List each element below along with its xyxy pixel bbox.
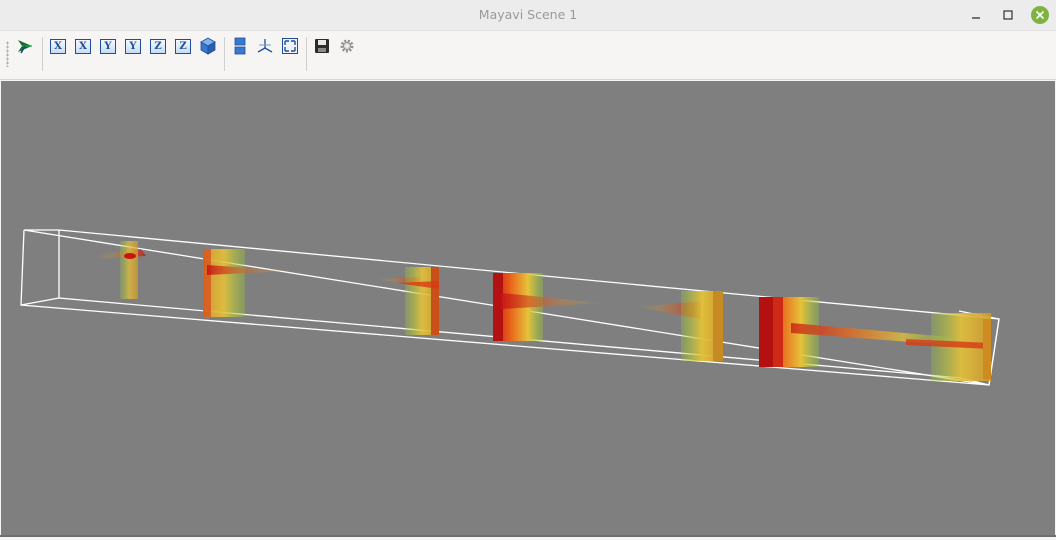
volume-slab	[759, 297, 951, 367]
axes-indicator-icon	[257, 39, 273, 53]
volume-slab	[97, 241, 146, 299]
view-y-minus-button[interactable]: Y	[122, 35, 144, 57]
x-axis-icon: X	[75, 38, 91, 54]
volume-slab	[203, 249, 291, 317]
parallel-projection-icon	[234, 37, 246, 55]
toolbar-separator	[42, 37, 43, 71]
save-snapshot-icon	[315, 39, 329, 53]
toolbar-separator	[224, 37, 225, 71]
volume-rendering	[20, 229, 1000, 386]
scene-toolbar: X X Y Y Z Z	[0, 31, 1056, 80]
close-button[interactable]	[1031, 6, 1049, 24]
volume-slab	[377, 267, 439, 335]
y-axis-icon: Y	[100, 38, 116, 54]
view-y-plus-button[interactable]: Y	[97, 35, 119, 57]
bottom-border	[0, 535, 1056, 537]
z-axis-icon: Z	[150, 38, 166, 54]
save-snapshot-button[interactable]	[311, 35, 333, 57]
maximize-button[interactable]	[999, 6, 1017, 24]
isometric-cube-icon	[200, 37, 216, 55]
mayavi-pipeline-button[interactable]	[14, 35, 36, 57]
volume-slab	[906, 313, 991, 381]
y-axis-icon: Y	[125, 38, 141, 54]
full-screen-button[interactable]	[279, 35, 301, 57]
view-z-plus-button[interactable]: Z	[147, 35, 169, 57]
parallel-projection-button[interactable]	[229, 35, 251, 57]
isometric-view-button[interactable]	[197, 35, 219, 57]
z-axis-icon: Z	[175, 38, 191, 54]
toolbar-separator	[306, 37, 307, 71]
close-icon	[1035, 10, 1045, 20]
configure-scene-button[interactable]	[336, 35, 358, 57]
view-x-minus-button[interactable]: X	[72, 35, 94, 57]
volume-slab	[637, 291, 723, 361]
full-screen-icon	[282, 38, 298, 54]
minimize-icon	[972, 17, 980, 19]
maximize-icon	[1003, 10, 1013, 20]
3d-render-viewport[interactable]	[1, 81, 1055, 536]
axes-indicator-button[interactable]	[254, 35, 276, 57]
title-bar[interactable]: Mayavi Scene 1	[0, 0, 1056, 31]
view-x-plus-button[interactable]: X	[47, 35, 69, 57]
minimize-button[interactable]	[967, 6, 985, 24]
gear-icon	[340, 39, 354, 53]
window-title: Mayavi Scene 1	[478, 7, 578, 22]
volume-slab	[493, 273, 603, 341]
view-z-minus-button[interactable]: Z	[172, 35, 194, 57]
mayavi-pipeline-icon	[18, 40, 32, 54]
x-axis-icon: X	[50, 38, 66, 54]
toolbar-grip[interactable]	[6, 41, 9, 67]
